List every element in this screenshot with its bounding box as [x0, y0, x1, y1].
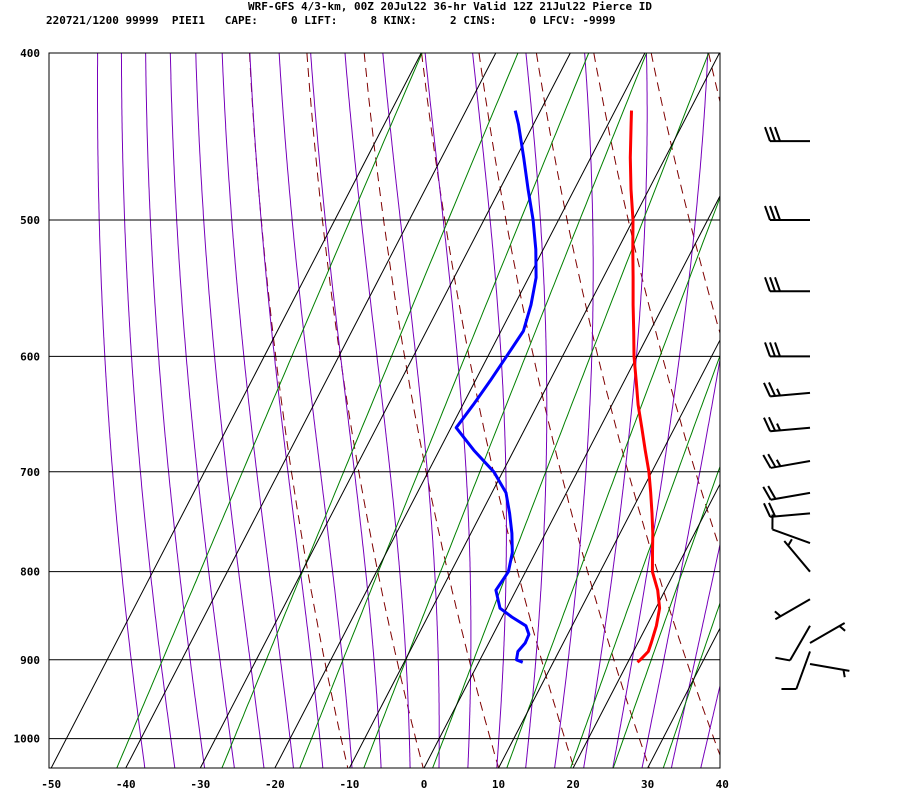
wind-barb [781, 651, 811, 691]
moist-adiabat-line [641, 356, 720, 768]
isotherm-line [647, 627, 720, 768]
moist-adiabat-line [554, 53, 594, 768]
wind-barb [764, 342, 810, 358]
x-tick-label: -40 [116, 778, 136, 791]
dry-adiabat-line [881, 53, 900, 768]
chart-title: WRF-GFS 4/3-km, 00Z 20Jul22 36-hr Valid … [248, 0, 652, 13]
wind-barb [762, 485, 811, 501]
isotherm-line [199, 53, 571, 768]
dry-adiabat-line [535, 53, 720, 757]
moist-adiabat-line [120, 53, 176, 768]
mixing-ratio-line [299, 53, 590, 768]
moist-adiabat-line [169, 53, 235, 768]
y-tick-label: 800 [20, 566, 40, 579]
mixing-ratio-line [432, 53, 710, 768]
wind-barb [763, 382, 811, 398]
y-tick-label: 900 [20, 654, 40, 667]
isotherm-line [722, 53, 900, 768]
mixing-ratio-line [506, 196, 720, 768]
wind-barb [775, 625, 811, 662]
plot-frame [48, 52, 721, 769]
y-tick-label: 700 [20, 466, 40, 479]
isotherm-line [348, 53, 720, 768]
temperature-profile-line [628, 110, 662, 664]
wind-barb [783, 538, 811, 573]
wind-barb [762, 453, 811, 469]
x-tick-label: 10 [492, 778, 505, 791]
wind-barb [764, 126, 810, 143]
wind-barb [771, 514, 811, 545]
x-tick-label: 0 [421, 778, 428, 791]
moist-adiabat-line [97, 53, 146, 768]
moist-adiabat-line [310, 53, 382, 768]
moist-adiabat-line [195, 53, 265, 768]
isotherm-line [50, 53, 422, 768]
x-tick-label: -50 [41, 778, 61, 791]
isotherm-line [797, 53, 900, 768]
mixing-ratio-line [116, 53, 423, 768]
y-tick-label: 400 [20, 47, 40, 60]
isotherm-line [274, 53, 646, 768]
moist-adiabat-line [145, 53, 206, 768]
mixing-ratio-line [570, 354, 720, 768]
moist-adiabat-line [730, 46, 900, 771]
wind-barb [764, 205, 810, 221]
dry-adiabat-line [766, 53, 900, 768]
wind-barb [774, 598, 811, 621]
mixing-ratio-line [363, 53, 648, 768]
x-tick-label: 30 [641, 778, 654, 791]
moist-adiabat-line [670, 542, 720, 768]
x-tick-label: -10 [340, 778, 360, 791]
wind-barb [809, 662, 850, 678]
dry-adiabat-line [823, 53, 900, 768]
dewpoint-profile-line [454, 110, 538, 664]
moist-adiabat-line [424, 53, 472, 768]
wind-barb [763, 502, 811, 518]
dry-adiabat-line [593, 53, 720, 551]
moist-adiabat-line [525, 53, 548, 768]
moist-adiabat-line [700, 683, 720, 768]
dry-adiabat-line [249, 53, 349, 768]
x-tick-label: -30 [190, 778, 210, 791]
dry-adiabat-line [363, 53, 500, 768]
moist-adiabat-line [249, 53, 324, 768]
moist-adiabat-line [344, 53, 411, 768]
isotherm-line [125, 53, 497, 768]
isotherm-line [572, 483, 720, 768]
isotherm-line [423, 194, 720, 768]
dry-adiabat-line [650, 53, 720, 336]
mixing-ratio-line [221, 53, 519, 768]
dry-adiabat-line [421, 53, 575, 768]
moist-adiabat-line [221, 53, 295, 768]
moist-adiabat-line [583, 53, 648, 768]
x-tick-label: 40 [716, 778, 729, 791]
x-tick-label: 20 [566, 778, 579, 791]
y-tick-label: 500 [20, 214, 40, 227]
wind-barb [764, 276, 810, 293]
stability-indices-line: 220721/1200 99999 PIEI1 CAPE: 0 LIFT: 8 … [46, 14, 616, 27]
wind-barb [809, 622, 846, 644]
isotherm-line [498, 339, 720, 768]
dry-adiabat-line [306, 53, 424, 768]
y-tick-label: 1000 [14, 733, 41, 746]
mixing-ratio-line [662, 601, 720, 768]
moist-adiabat-line [278, 53, 353, 768]
x-tick-label: -20 [265, 778, 285, 791]
y-tick-label: 600 [20, 350, 40, 363]
moist-adiabat-line [612, 53, 709, 768]
mixing-ratio-line [612, 465, 720, 768]
dry-adiabat-line [478, 53, 650, 768]
moist-adiabat-line [472, 53, 507, 768]
wind-barb [763, 416, 811, 433]
isotherm-line [871, 53, 900, 768]
moist-adiabat-line [382, 53, 440, 768]
dry-adiabat-line [708, 53, 720, 104]
